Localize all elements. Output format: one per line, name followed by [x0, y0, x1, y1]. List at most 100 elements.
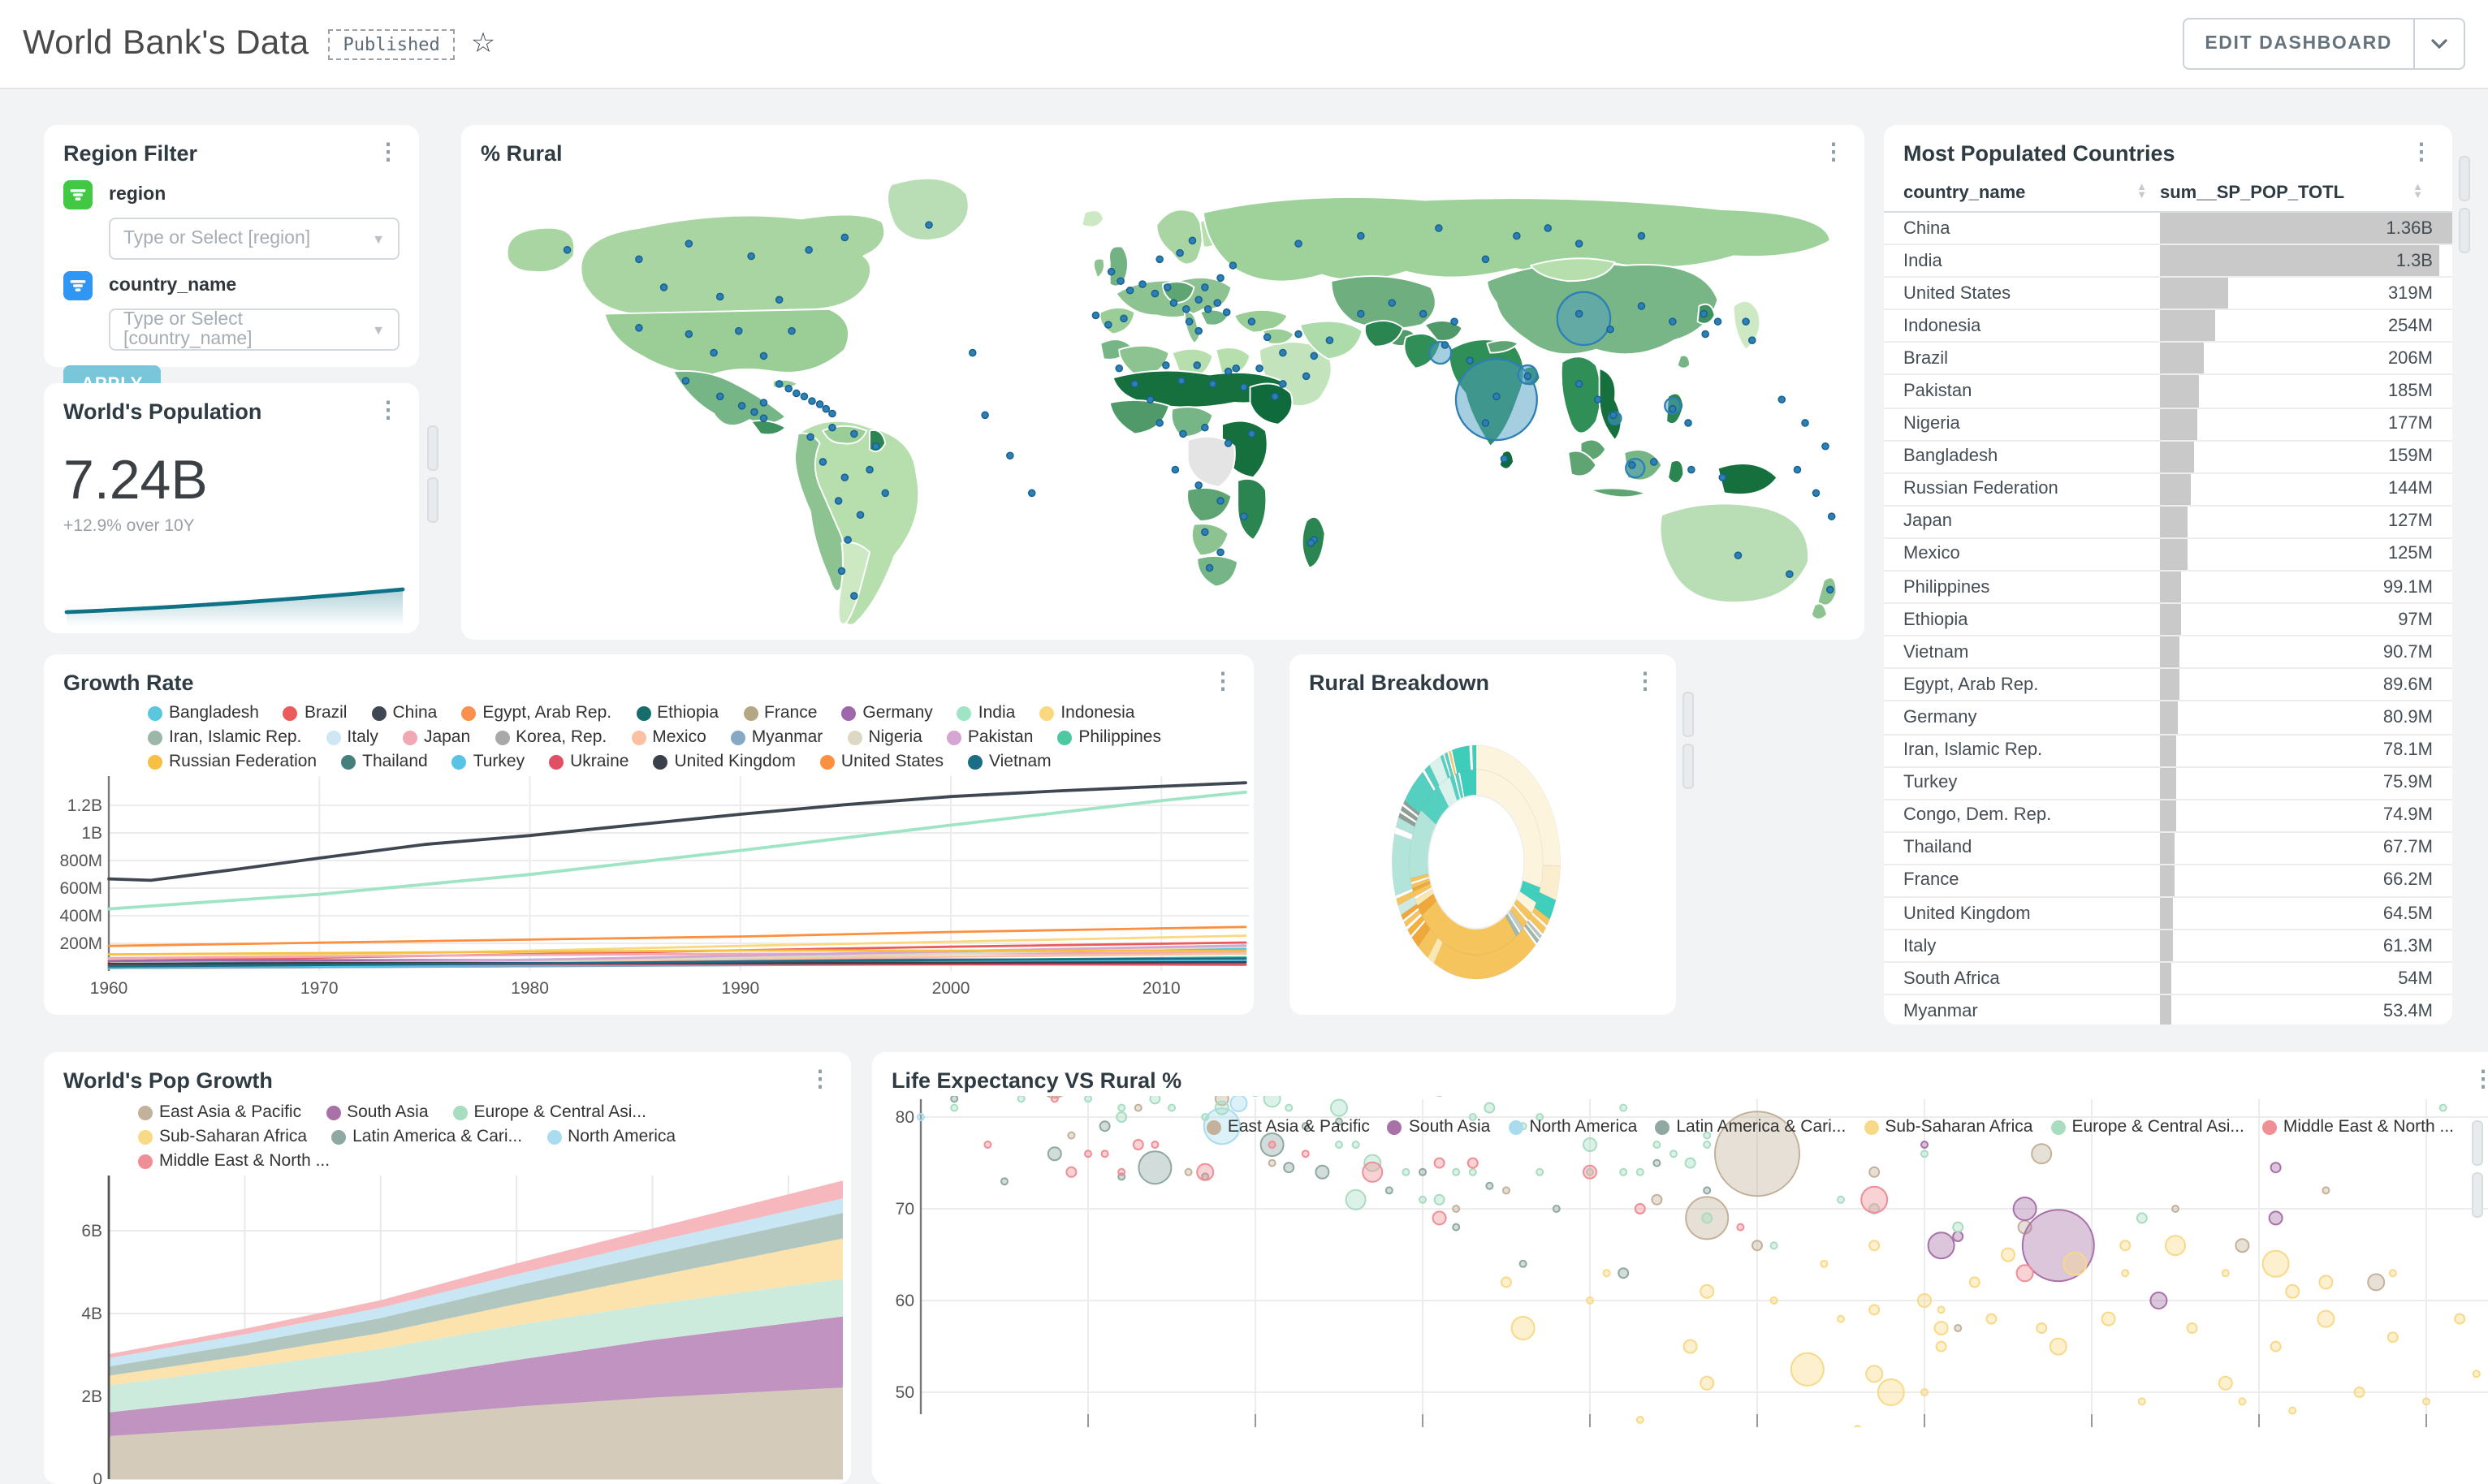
legend-item[interactable]: Sub-Saharan Africa: [1864, 1117, 2032, 1137]
resize-handle[interactable]: [1682, 692, 1694, 737]
kebab-menu-icon[interactable]: ⋮: [809, 1065, 831, 1091]
resize-handle[interactable]: [2472, 1172, 2483, 1218]
map-marker: [1713, 317, 1722, 326]
scatter-bubble: [1084, 1150, 1092, 1158]
population-cell: 254M: [2160, 310, 2452, 342]
population-cell: 1.36B: [2160, 213, 2452, 244]
legend-item[interactable]: South Asia: [326, 1102, 429, 1122]
legend-dot-icon: [148, 705, 162, 720]
legend-item[interactable]: Italy: [326, 727, 378, 747]
growth-line-chart[interactable]: 200M 400M 600M 800M 1B 1.2B 1960 1970 1980 1990 20…: [44, 776, 1254, 1015]
legend-item[interactable]: Japan: [402, 727, 470, 747]
resize-handle[interactable]: [1682, 744, 1694, 789]
map-marker: [1151, 289, 1160, 298]
population-cell: 319M: [2160, 278, 2452, 309]
map-marker: [1146, 395, 1155, 403]
region-select[interactable]: Type or Select [region] ▼: [109, 218, 400, 260]
map-marker: [788, 326, 796, 335]
kebab-menu-icon[interactable]: ⋮: [2472, 1067, 2488, 1089]
legend-item[interactable]: Latin America & Cari...: [1655, 1117, 1846, 1137]
map-marker: [1637, 231, 1646, 240]
legend-item[interactable]: China: [371, 703, 437, 723]
legend-item[interactable]: Middle East & North ...: [2261, 1117, 2454, 1137]
legend-item[interactable]: Turkey: [451, 752, 525, 771]
legend-item[interactable]: North America: [546, 1127, 676, 1146]
legend-item[interactable]: Pakistan: [946, 727, 1033, 747]
legend-item[interactable]: Sub-Saharan Africa: [138, 1127, 307, 1146]
legend-item[interactable]: Egypt, Arab Rep.: [461, 703, 611, 723]
legend-item[interactable]: Indonesia: [1039, 703, 1134, 723]
scatter-bubble: [2136, 1212, 2148, 1224]
scatter-bubble: [2137, 1397, 2146, 1406]
kebab-menu-icon[interactable]: ⋮: [377, 396, 400, 422]
scatter-bubble: [1510, 1316, 1536, 1340]
kebab-menu-icon[interactable]: ⋮: [1822, 138, 1845, 164]
legend-dot-icon: [968, 754, 983, 769]
population-cell: 177M: [2160, 408, 2452, 440]
map-marker: [685, 330, 693, 339]
kebab-menu-icon[interactable]: ⋮: [1634, 667, 1657, 693]
legend-item[interactable]: Europe & Central Asi...: [2050, 1117, 2244, 1137]
scatter-bubble: [1132, 1139, 1144, 1150]
legend-item[interactable]: Iran, Islamic Rep.: [148, 727, 301, 747]
map-marker: [635, 324, 643, 332]
world-map[interactable]: [461, 169, 1864, 636]
scatter-bubble: [1134, 1103, 1142, 1112]
pop-growth-area-chart[interactable]: 02B4B6B196019701980199020002010: [44, 1176, 851, 1484]
legend-item[interactable]: United States: [819, 752, 944, 771]
legend-item[interactable]: India: [957, 703, 1015, 723]
legend-item[interactable]: Vietnam: [968, 752, 1052, 771]
resize-handle[interactable]: [2472, 1120, 2483, 1166]
legend-item[interactable]: East Asia & Pacific: [1206, 1117, 1370, 1137]
scatter-bubble: [1501, 1276, 1512, 1288]
kebab-menu-icon[interactable]: ⋮: [377, 138, 400, 164]
population-value: 99.1M: [2382, 577, 2433, 597]
resize-handle[interactable]: [2459, 208, 2470, 253]
country-name-select[interactable]: Type or Select [country_name] ▼: [109, 308, 400, 351]
legend-item[interactable]: Mexico: [631, 727, 706, 747]
legend-item[interactable]: Nigeria: [847, 727, 922, 747]
published-badge[interactable]: Published: [328, 28, 455, 59]
rural-breakdown-sunburst[interactable]: [1289, 698, 1676, 1015]
map-countries: [506, 177, 1838, 626]
life-expectancy-scatter-chart[interactable]: 50 60 70 80: [872, 1096, 2488, 1427]
map-marker: [1793, 465, 1802, 474]
resize-handle[interactable]: [427, 477, 438, 523]
area-series: [109, 1198, 843, 1367]
legend-item[interactable]: Thailand: [341, 752, 428, 771]
legend-item[interactable]: France: [743, 703, 817, 723]
table-row: France 66.2M: [1884, 865, 2452, 898]
population-bar: [2160, 441, 2195, 472]
legend-item[interactable]: Bangladesh: [148, 703, 259, 723]
legend-item[interactable]: Myanmar: [730, 727, 823, 747]
table-row: Turkey 75.9M: [1884, 767, 2452, 800]
dashboard-menu-button[interactable]: [2415, 18, 2465, 70]
area-series: [109, 1279, 843, 1413]
legend-item[interactable]: Philippines: [1057, 727, 1161, 747]
kebab-menu-icon[interactable]: ⋮: [1212, 667, 1234, 693]
column-header-country-name[interactable]: country_name ▲ ▼: [1903, 183, 2160, 202]
legend-item[interactable]: United Kingdom: [653, 752, 796, 771]
legend-item[interactable]: Ethiopia: [636, 703, 719, 723]
scatter-bubble: [1017, 1096, 1026, 1103]
scatter-bubble: [1149, 1096, 1161, 1105]
legend-item[interactable]: Middle East & North ...: [138, 1151, 330, 1171]
edit-dashboard-button[interactable]: EDIT DASHBOARD: [2182, 18, 2415, 70]
legend-item[interactable]: North America: [1508, 1117, 1637, 1137]
legend-item[interactable]: Europe & Central Asi...: [452, 1102, 646, 1122]
legend-item[interactable]: Korea, Rep.: [495, 727, 607, 747]
legend-item[interactable]: Brazil: [283, 703, 347, 723]
legend-item[interactable]: Russian Federation: [148, 752, 317, 771]
legend-item[interactable]: Latin America & Cari...: [331, 1127, 522, 1146]
resize-handle[interactable]: [427, 425, 438, 471]
column-header-population[interactable]: sum__SP_POP_TOTL ▲ ▼: [2160, 183, 2452, 202]
legend-item[interactable]: South Asia: [1387, 1117, 1490, 1137]
legend-item[interactable]: East Asia & Pacific: [138, 1102, 301, 1122]
table-row: Thailand 67.7M: [1884, 832, 2452, 865]
scatter-bubble: [2472, 1370, 2481, 1378]
favorite-star-icon[interactable]: ☆: [470, 28, 496, 58]
resize-handle[interactable]: [2459, 156, 2470, 201]
kebab-menu-icon[interactable]: ⋮: [2410, 138, 2433, 164]
legend-item[interactable]: Ukraine: [549, 752, 628, 771]
legend-item[interactable]: Germany: [841, 703, 933, 723]
